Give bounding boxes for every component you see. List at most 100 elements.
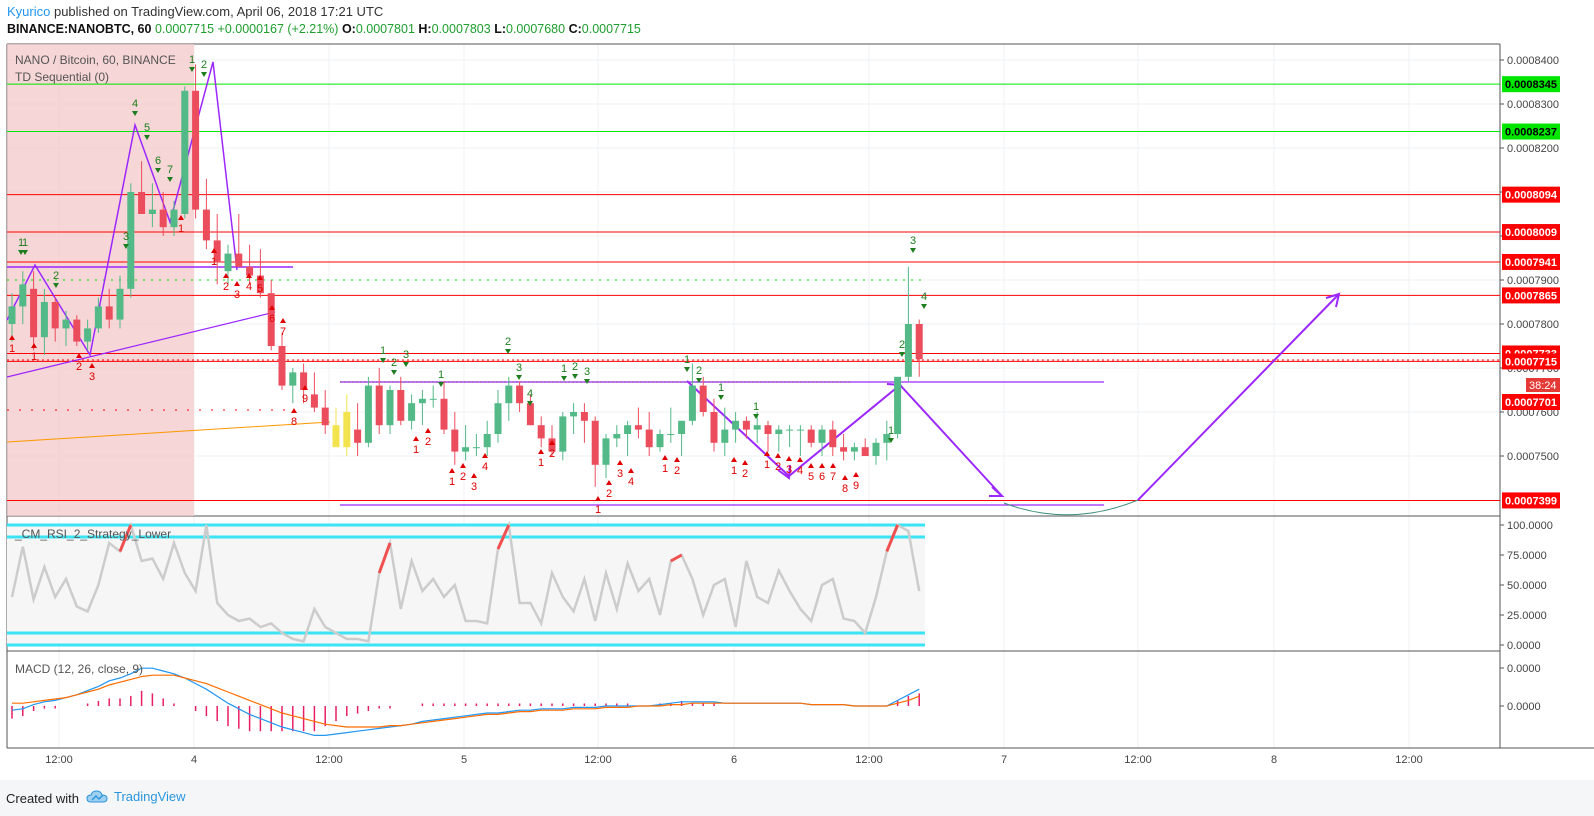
candle-body <box>127 192 135 289</box>
trend-line <box>6 421 331 443</box>
td-count-label: 6 <box>269 313 275 325</box>
rsi-tick-label: 50.0000 <box>1507 580 1547 592</box>
candle-body <box>354 429 362 443</box>
level-tag <box>1502 353 1560 370</box>
rsi-signal-segment <box>670 553 683 563</box>
td-marker-icon <box>201 72 207 77</box>
td-count-label: 2 <box>505 336 511 348</box>
td-count-label: 6 <box>155 155 161 167</box>
td-count-label: 2 <box>572 361 578 373</box>
price-tick-label: 0.0008200 <box>1507 143 1559 155</box>
price-axis[interactable]: 0.00084000.00083000.00082000.00081000.00… <box>1500 55 1560 509</box>
candle-body <box>235 253 243 267</box>
td-marker-icon <box>123 244 129 249</box>
td-marker-icon <box>808 463 814 468</box>
td-marker-icon <box>257 275 263 280</box>
rsi-signal-segment <box>885 524 899 552</box>
candle-body <box>8 306 16 324</box>
candle-body <box>138 192 146 214</box>
rsi-signal-segment <box>118 524 133 552</box>
td-marker-icon <box>223 273 229 278</box>
tradingview-link[interactable]: TradingView <box>86 789 186 804</box>
time-axis[interactable]: 12:00 4 12:00 5 12:00 6 12:00 7 12:00 8 12:00 <box>45 754 1423 766</box>
time-tick-label: 8 <box>1271 754 1277 766</box>
candle-body <box>256 275 264 294</box>
candle-body <box>721 429 729 443</box>
td-marker-icon <box>246 273 252 278</box>
td-marker-icon <box>899 352 905 357</box>
td-marker-icon <box>269 305 275 310</box>
td-marker-icon <box>31 343 37 348</box>
level-tag-label: 0.0008094 <box>1505 190 1558 202</box>
candle-body <box>796 429 804 431</box>
td-count-label: 2 <box>53 270 59 282</box>
candle-body <box>732 420 740 430</box>
candle-body <box>40 302 48 338</box>
candle-body <box>537 425 545 439</box>
candle-body <box>818 429 826 443</box>
candle-body <box>710 412 718 443</box>
arrow-head-icon <box>1325 292 1341 308</box>
td-marker-icon <box>842 475 848 480</box>
projection-line <box>1137 293 1340 501</box>
candle-body <box>861 447 869 456</box>
td-marker-icon <box>753 414 759 419</box>
td-count-label: 7 <box>830 471 836 483</box>
td-count-label: 3 <box>234 289 240 301</box>
candle-body <box>94 306 102 329</box>
price-levels <box>7 83 1500 501</box>
candle-body <box>494 403 502 434</box>
candle-body <box>364 385 372 443</box>
candle-body <box>181 90 189 214</box>
td-marker-icon <box>280 318 286 323</box>
price-tick-label: 0.0007500 <box>1507 451 1559 463</box>
high-value: 0.0007803 <box>431 22 491 36</box>
td-marker-icon <box>684 367 690 372</box>
td-marker-icon <box>291 408 297 413</box>
candle-body <box>775 429 783 434</box>
zigzag-line <box>6 61 238 358</box>
td-count-label: 4 <box>921 291 927 303</box>
td-count-label: 1 <box>718 382 724 394</box>
candle-body <box>840 447 848 452</box>
time-tick-label: 12:00 <box>45 754 73 766</box>
td-count-label: 1 <box>764 459 770 471</box>
level-tag <box>1502 224 1560 241</box>
author-name[interactable]: Kyurico <box>7 4 51 19</box>
td-marker-icon <box>155 168 161 173</box>
td-marker-icon <box>380 358 386 363</box>
candle-body <box>883 434 891 443</box>
candle-body <box>505 385 513 404</box>
td-count-label: 3 <box>403 349 409 361</box>
td-count-label: 2 <box>899 339 905 351</box>
td-marker-icon <box>606 480 612 485</box>
candle-body <box>440 398 448 430</box>
td-marker-icon <box>53 283 59 288</box>
rsi-tick-label: 25.0000 <box>1507 610 1547 622</box>
candle-body <box>170 209 178 228</box>
candle-body <box>678 420 686 434</box>
rsi-tick-label: 0.0000 <box>1507 640 1541 652</box>
td-marker-icon <box>572 374 578 379</box>
level-tag <box>1502 492 1560 509</box>
time-tick-label: 12:00 <box>584 754 612 766</box>
time-tick-label: 4 <box>191 754 197 766</box>
td-count-label: 4 <box>797 465 803 477</box>
td-count-label: 2 <box>549 448 555 460</box>
candle-body <box>559 416 567 452</box>
candle-body <box>300 372 308 390</box>
td-marker-icon <box>18 250 24 255</box>
last-price: 0.0007715 <box>154 22 215 36</box>
td-count-label: 5 <box>808 471 814 483</box>
rsi-pane: 100.0000 75.0000 50.0000 25.0000 0.0000 <box>7 520 1553 652</box>
td-count-label: 1 <box>380 345 386 357</box>
candle-body <box>148 209 156 214</box>
td-marker-icon <box>460 463 466 468</box>
macd-pane: 0.0000 0.0000 <box>11 663 1541 737</box>
td-marker-icon <box>189 67 195 72</box>
td-count-label: 3 <box>89 371 95 383</box>
arrow-head-icon <box>777 464 791 480</box>
high-label: H: <box>418 22 432 36</box>
